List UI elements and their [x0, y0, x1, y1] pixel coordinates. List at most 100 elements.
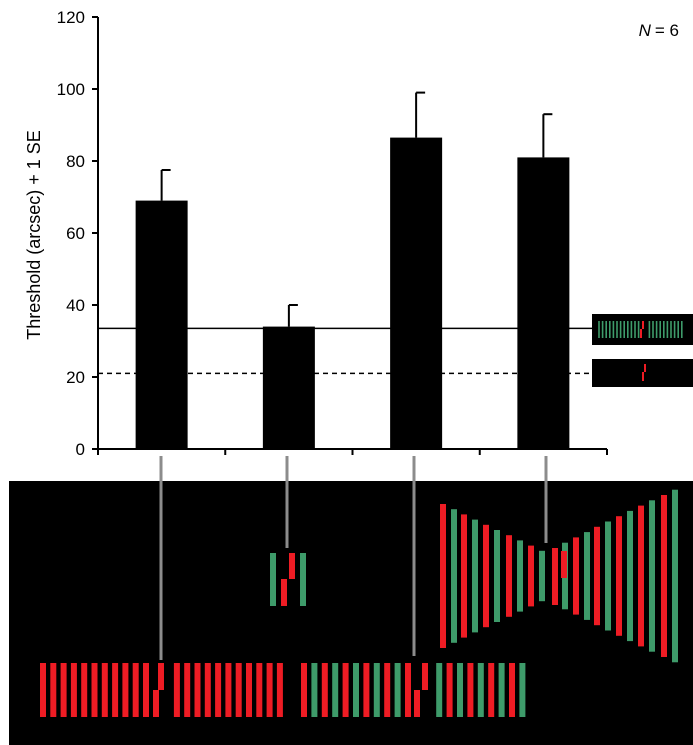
stimulus-flanker	[60, 663, 67, 717]
y-tick-label: 20	[66, 368, 85, 387]
stimulus-flanker	[394, 663, 401, 717]
y-tick-label: 100	[57, 80, 85, 99]
y-tick-label: 40	[66, 296, 85, 315]
stimulus-flanker	[573, 537, 579, 615]
stimulus-2	[270, 553, 306, 606]
stimulus-flanker	[506, 535, 512, 617]
connector-lines	[159, 456, 548, 660]
stimulus-target-lower	[153, 690, 159, 717]
bar	[262, 326, 315, 449]
stimulus-flanker	[638, 505, 644, 647]
bars	[135, 91, 570, 449]
stimulus-flanker	[40, 663, 46, 717]
bar	[517, 157, 570, 449]
y-tick-label: 80	[66, 152, 85, 171]
stimulus-3	[301, 663, 526, 717]
stimulus-flanker	[461, 514, 467, 638]
stimulus-flanker	[204, 663, 211, 717]
stimulus-flanker	[50, 663, 57, 717]
stimulus-flanker	[457, 663, 463, 717]
stimulus-flanker	[498, 663, 505, 717]
stimulus-flanker	[353, 663, 359, 717]
stimulus-flanker	[70, 663, 77, 717]
stimulus-flanker	[270, 553, 276, 606]
stimulus-flanker	[132, 663, 139, 717]
stimulus-flanker	[256, 663, 263, 717]
y-tick-label: 120	[57, 8, 85, 27]
stimulus-flanker	[477, 663, 484, 717]
stimulus-target-lower	[552, 578, 558, 605]
y-tick-label: 0	[76, 440, 85, 459]
stimulus-flanker	[467, 663, 474, 717]
stimulus-flanker	[321, 663, 328, 717]
stimulus-flanker	[91, 663, 98, 717]
stimulus-flanker	[584, 532, 590, 620]
stimulus-flanker	[122, 663, 129, 717]
stimulus-flanker	[488, 663, 495, 717]
stimulus-flanker	[342, 663, 349, 717]
stimulus-target-lower	[281, 579, 287, 606]
stimulus-flanker	[215, 663, 222, 717]
stimulus-flanker	[451, 509, 457, 643]
stimulus-flanker	[649, 500, 655, 652]
stimulus-flanker	[311, 663, 318, 717]
stimulus-flanker	[384, 663, 391, 717]
stimulus-flanker	[363, 663, 370, 717]
stimulus-flanker	[539, 550, 545, 602]
stimulus-flanker	[81, 663, 88, 717]
stimulus-1	[40, 663, 283, 717]
stimulus-flanker	[528, 545, 534, 607]
stimulus-flanker	[276, 663, 283, 717]
stimulus-4	[440, 489, 678, 663]
stimulus-flanker	[616, 516, 622, 636]
stimulus-flanker	[266, 663, 273, 717]
stimulus-flanker	[112, 663, 119, 717]
stimulus-target-upper	[561, 551, 567, 578]
stimulus-flanker	[301, 663, 307, 717]
stimulus-target-upper	[422, 663, 428, 690]
y-axis-title: Threshold (arcsec) + 1 SE	[24, 130, 44, 340]
stimulus-flanker	[373, 663, 380, 717]
sample-size-value: = 6	[655, 21, 679, 40]
stimulus-flanker	[440, 504, 446, 648]
stimulus-flanker	[552, 548, 558, 604]
y-ticks: 0 20 40 60 80 100 120	[57, 8, 98, 459]
stimulus-flanker	[101, 663, 108, 717]
stimulus-flanker	[194, 663, 201, 717]
stimulus-panel	[9, 456, 693, 745]
stimulus-flanker	[446, 663, 453, 717]
legend-thumbnail-flanked	[592, 314, 693, 345]
stimulus-flanker	[627, 510, 633, 642]
sample-size-annotation: N = 6	[639, 21, 679, 40]
stimulus-flanker	[235, 663, 242, 717]
stimulus-flanker	[594, 526, 600, 626]
stimulus-target-upper	[158, 663, 164, 690]
stimulus-flanker	[143, 663, 149, 717]
stimulus-flanker	[173, 663, 180, 717]
stimulus-flanker	[672, 489, 678, 663]
stimulus-flanker	[483, 524, 489, 628]
stimulus-flanker	[246, 663, 252, 717]
bar	[135, 200, 188, 449]
stimulus-flanker	[405, 663, 411, 717]
sample-size-symbol: N	[639, 21, 652, 40]
stimulus-flanker	[605, 521, 611, 631]
bar-chart: Threshold (arcsec) + 1 SE N = 6 0 20 40 60 80…	[24, 8, 679, 459]
stimulus-flanker	[300, 553, 306, 606]
stimulus-flanker	[519, 663, 526, 717]
stimulus-flanker	[517, 540, 523, 612]
y-tick-label: 60	[66, 224, 85, 243]
stimulus-target-lower	[414, 690, 420, 717]
stimulus-flanker	[494, 530, 500, 622]
stimulus-flanker	[225, 663, 232, 717]
bar	[390, 137, 443, 449]
stimulus-flanker	[184, 663, 191, 717]
axes	[97, 17, 608, 455]
stimulus-flanker	[472, 519, 478, 633]
stimulus-background	[9, 481, 693, 745]
stimulus-flanker	[509, 663, 515, 717]
legend-thumbnails	[592, 314, 693, 387]
stimulus-flanker	[332, 663, 339, 717]
stimulus-flanker	[436, 663, 443, 717]
